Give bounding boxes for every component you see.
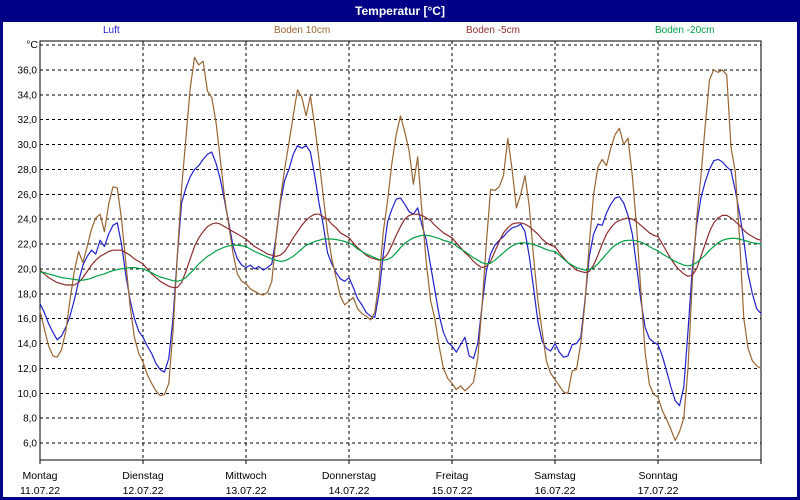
y-tick-label: 30,0 bbox=[18, 140, 38, 151]
window-border-left bbox=[0, 0, 3, 500]
series-line-boden-5cm bbox=[39, 213, 762, 289]
y-tick-label: 14,0 bbox=[18, 339, 38, 350]
y-tick-label: 36,0 bbox=[18, 65, 38, 76]
day-date-label: 11.07.22 bbox=[20, 485, 60, 497]
y-tick-label: 8,0 bbox=[23, 414, 37, 425]
day-date-label: 12.07.22 bbox=[123, 485, 164, 497]
legend-item-boden-10cm: Boden 10cm bbox=[274, 25, 331, 36]
y-tick-label: 28,0 bbox=[18, 165, 38, 176]
y-tick-label: 22,0 bbox=[18, 240, 38, 251]
day-date-label: 13.07.22 bbox=[226, 485, 267, 497]
day-name-label: Dienstag bbox=[122, 470, 164, 482]
y-tick-label: 6,0 bbox=[23, 439, 37, 450]
y-tick-label: 26,0 bbox=[18, 190, 38, 201]
y-tick-label: 10,0 bbox=[18, 389, 38, 400]
legend-item-boden-minus20cm: Boden -20cm bbox=[655, 25, 715, 36]
window-border-right bbox=[797, 0, 800, 500]
series-group bbox=[39, 56, 762, 442]
day-date-label: 17.07.22 bbox=[638, 485, 679, 497]
legend-item-boden-minus5cm: Boden -5cm bbox=[466, 25, 520, 36]
day-name-label: Sonntag bbox=[638, 470, 677, 482]
axis-labels-group: 36,0 34,0 32,0 30,0 28,0 26,0 24,0 22,0 20,0 18,0… bbox=[18, 65, 679, 497]
series-line-boden-20cm bbox=[39, 234, 762, 282]
y-tick-label: 20,0 bbox=[18, 264, 38, 275]
day-name-label: Mittwoch bbox=[225, 470, 267, 482]
day-name-label: Freitag bbox=[436, 470, 469, 482]
y-tick-label: 34,0 bbox=[18, 90, 38, 101]
day-name-label: Donnerstag bbox=[322, 470, 376, 482]
day-date-label: 14.07.22 bbox=[329, 485, 370, 497]
y-tick-label: 12,0 bbox=[18, 364, 38, 375]
y-tick-label: 16,0 bbox=[18, 314, 38, 325]
day-name-label: Samstag bbox=[534, 470, 576, 482]
window-title-bar: Temperatur [°C] bbox=[0, 0, 800, 22]
y-tick-label: 18,0 bbox=[18, 289, 38, 300]
series-line-boden-10cm bbox=[39, 56, 762, 442]
gridlines-group bbox=[40, 41, 761, 460]
y-axis-unit-label: °C bbox=[26, 39, 38, 51]
plot-frame-group bbox=[39, 40, 762, 464]
day-date-label: 15.07.22 bbox=[432, 485, 473, 497]
window-border-bottom bbox=[0, 497, 800, 500]
plot-border bbox=[39, 40, 762, 461]
y-tick-label: 32,0 bbox=[18, 115, 38, 126]
day-date-label: 16.07.22 bbox=[535, 485, 576, 497]
series-line-luft bbox=[39, 145, 762, 407]
y-tick-label: 24,0 bbox=[18, 215, 38, 226]
chart-legend: Luft Boden 10cm Boden -5cm Boden -20cm bbox=[0, 25, 800, 39]
legend-item-luft: Luft bbox=[103, 25, 120, 36]
day-name-label: Montag bbox=[22, 470, 57, 482]
